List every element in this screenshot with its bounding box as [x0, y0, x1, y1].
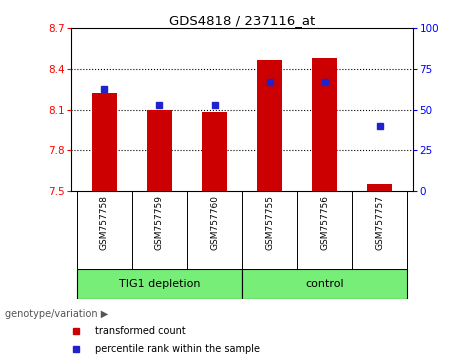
Bar — [257, 59, 282, 191]
Title: GDS4818 / 237116_at: GDS4818 / 237116_at — [169, 14, 315, 27]
Text: control: control — [305, 279, 344, 289]
Text: transformed count: transformed count — [95, 326, 185, 336]
Bar — [202, 113, 227, 191]
Text: GSM757758: GSM757758 — [100, 195, 109, 250]
Text: TIG1 depletion: TIG1 depletion — [119, 279, 200, 289]
Text: genotype/variation ▶: genotype/variation ▶ — [5, 309, 108, 319]
Text: GSM757759: GSM757759 — [155, 195, 164, 250]
Bar — [92, 93, 117, 191]
Bar — [147, 110, 172, 191]
Text: GSM757755: GSM757755 — [265, 195, 274, 250]
Bar — [367, 184, 392, 191]
Text: GSM757756: GSM757756 — [320, 195, 329, 250]
Text: percentile rank within the sample: percentile rank within the sample — [95, 343, 260, 354]
Bar — [77, 269, 242, 299]
Text: GSM757760: GSM757760 — [210, 195, 219, 250]
Text: GSM757757: GSM757757 — [375, 195, 384, 250]
Bar — [242, 269, 407, 299]
Bar — [312, 58, 337, 191]
